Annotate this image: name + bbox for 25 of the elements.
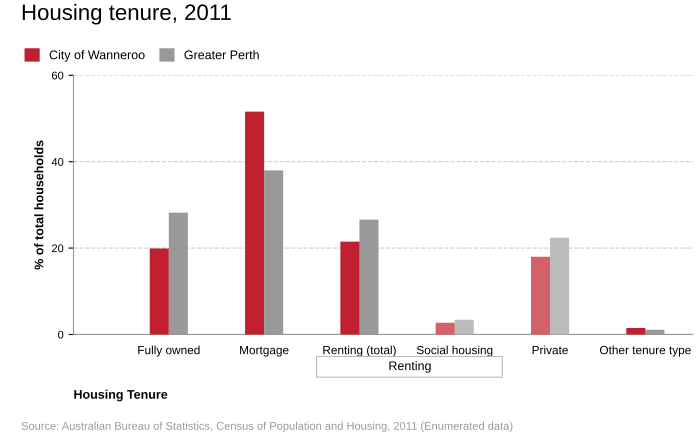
y-tick-label: 60 xyxy=(52,72,64,80)
x-tick-label: Fully owned xyxy=(138,346,200,357)
chart-title: Housing tenure, 2011 xyxy=(22,4,231,25)
bar xyxy=(550,238,570,334)
bar xyxy=(436,322,455,334)
y-axis-title: % of total households xyxy=(34,140,44,270)
text: Renting xyxy=(389,361,431,373)
bar xyxy=(150,248,169,334)
source-note: Source: Australian Bureau of Statistics, Census of Population and Housing, 2011 (Enumerated data) xyxy=(22,422,512,432)
y-tick-label: 40 xyxy=(52,158,64,166)
x-tick-label: Other tenure type xyxy=(600,346,691,357)
y-tick-label: 0 xyxy=(58,330,64,339)
bar xyxy=(530,256,550,334)
x-tick-label: Social housing xyxy=(416,346,492,357)
legend-label: Greater Perth xyxy=(184,50,259,60)
x-axis-title: Housing Tenure xyxy=(74,390,168,402)
legend-label: City of Wanneroo xyxy=(50,50,145,62)
bar xyxy=(245,112,264,334)
x-tick-label: Private xyxy=(532,346,568,354)
x-tick-label: Renting (total) xyxy=(323,346,396,357)
x-tick-label: Mortgage xyxy=(240,346,289,357)
bar xyxy=(626,328,646,334)
bar xyxy=(340,242,360,334)
bar xyxy=(454,320,474,334)
y-tick-label: 20 xyxy=(52,244,64,252)
